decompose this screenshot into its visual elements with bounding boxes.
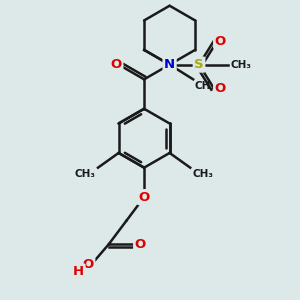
Text: O: O xyxy=(135,238,146,251)
Text: CH₃: CH₃ xyxy=(231,60,252,70)
Text: O: O xyxy=(214,34,226,48)
Text: H: H xyxy=(73,265,84,278)
Text: O: O xyxy=(139,190,150,204)
Text: CH₃: CH₃ xyxy=(193,169,214,179)
Text: O: O xyxy=(111,58,122,71)
Text: CH₃: CH₃ xyxy=(75,169,96,179)
Text: N: N xyxy=(164,58,175,71)
Text: CH₃: CH₃ xyxy=(195,81,216,91)
Text: O: O xyxy=(214,82,226,95)
Text: O: O xyxy=(82,258,94,271)
Text: S: S xyxy=(194,58,204,71)
